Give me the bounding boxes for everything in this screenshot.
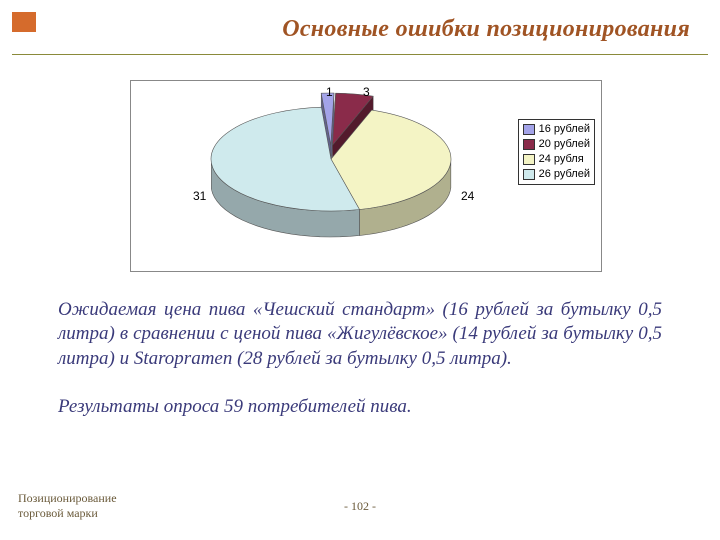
legend-label: 16 рублей: [539, 123, 590, 136]
legend-swatch: [523, 154, 535, 165]
pie-chart-frame: 1 3 24 31 16 рублей 20 рублей 24 рубля 2…: [130, 80, 602, 272]
legend-swatch: [523, 124, 535, 135]
title-divider: [12, 54, 708, 55]
legend-label: 26 рублей: [539, 168, 590, 181]
legend-item: 20 рублей: [523, 138, 590, 151]
pie-label-24: 24: [461, 189, 474, 203]
legend-label: 24 рубля: [539, 153, 584, 166]
legend: 16 рублей 20 рублей 24 рубля 26 рублей: [518, 119, 595, 185]
body-paragraph-1: Ожидаемая цена пива «Чешский стандарт» (…: [58, 298, 662, 371]
legend-swatch: [523, 169, 535, 180]
legend-item: 26 рублей: [523, 168, 590, 181]
legend-item: 24 рубля: [523, 153, 590, 166]
legend-swatch: [523, 139, 535, 150]
pie-label-1: 1: [326, 85, 333, 99]
page-title: Основные ошибки позиционирования: [282, 16, 690, 43]
pie-label-31: 31: [193, 189, 206, 203]
page-number: - 102 -: [0, 499, 720, 514]
pie-label-3: 3: [363, 85, 370, 99]
legend-item: 16 рублей: [523, 123, 590, 136]
legend-label: 20 рублей: [539, 138, 590, 151]
body-paragraph-2: Результаты опроса 59 потребителей пива.: [58, 396, 662, 418]
corner-accent: [12, 12, 36, 32]
